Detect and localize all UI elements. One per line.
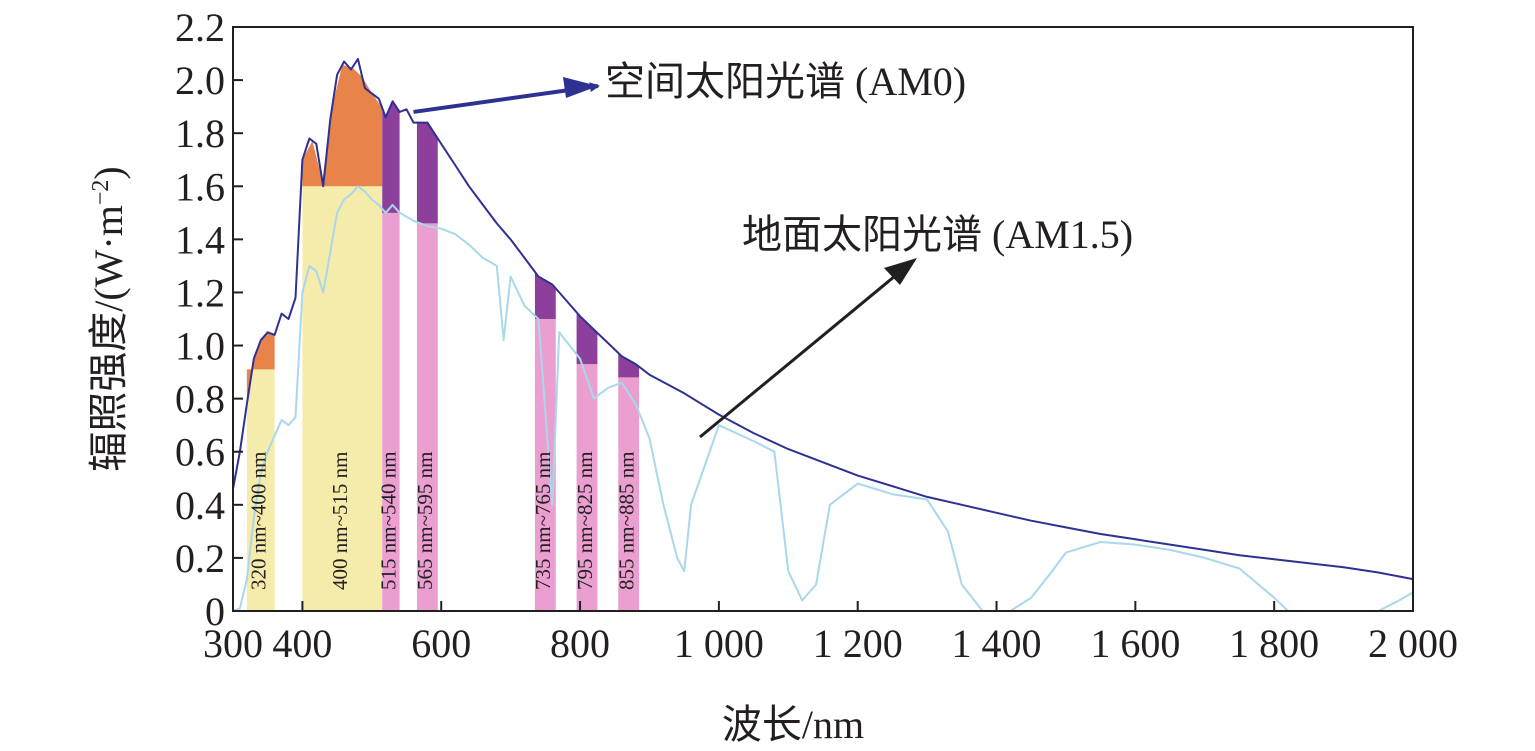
y-tick-label: 1.0: [175, 324, 225, 369]
am15-annotation: 地面太阳光谱 (AM1.5): [742, 212, 1133, 257]
ticks-layer: 300 400 600 800 1 000 1 200 1 400 1 600 1 800 2 0…: [175, 5, 1458, 666]
band-label-320-400: 320 nm~400 nm: [247, 451, 271, 590]
band-top-515-540: [382, 101, 400, 213]
y-tick-label: 2.2: [175, 5, 225, 50]
am0-annotation: 空间太阳光谱 (AM0): [605, 59, 966, 104]
x-tick-label: 300: [203, 621, 263, 666]
x-tick-label: 800: [550, 621, 610, 666]
band-label-795-825: 795 nm~825 nm: [573, 451, 597, 590]
x-tick-label: 1 200: [813, 621, 903, 666]
x-tick-label: 1 800: [1229, 621, 1319, 666]
am0-arrow-head: [563, 77, 598, 98]
x-tick-label: 2 000: [1368, 621, 1458, 666]
y-tick-label: 0.6: [175, 430, 225, 475]
y-tick-label: 0: [205, 589, 225, 634]
band-top-320-400: [246, 332, 275, 404]
band-label-735-765: 735 nm~765 nm: [531, 451, 555, 590]
bands-layer: [246, 64, 640, 612]
y-tick-label: 0.4: [175, 483, 225, 528]
y-tick-label: 2.0: [175, 58, 225, 103]
series-line-am0: [232, 57, 1414, 581]
band-565-595: [416, 223, 438, 611]
x-tick-label: 1 000: [674, 621, 764, 666]
y-axis-title-main: 辐照强度/(W·m: [86, 205, 131, 472]
band-795-825: [576, 364, 598, 611]
band-735-765: [534, 319, 556, 611]
band-top-735-765: [534, 271, 556, 319]
band-top-855-885: [618, 352, 640, 378]
annotations-layer: 空间太阳光谱 (AM0) 地面太阳光谱 (AM1.5): [413, 59, 1133, 439]
y-tick-label: 1.6: [175, 164, 225, 209]
x-tick-label: 400: [272, 621, 332, 666]
x-tick-label: 600: [411, 621, 471, 666]
band-labels-layer: 320 nm~400 nm 400 nm~515 nm 515 nm~540 nm 5…: [247, 451, 639, 590]
am15-arrow: [699, 274, 896, 439]
band-515-540: [382, 212, 400, 611]
y-axis-title: 辐照强度/(W·m−2): [86, 166, 131, 472]
y-tick-label: 1.2: [175, 270, 225, 315]
y-axis-title-close: ): [86, 166, 131, 179]
y-tick-label: 1.4: [175, 217, 225, 262]
band-label-400-515: 400 nm~515 nm: [328, 451, 352, 590]
band-320-400: [246, 369, 275, 611]
y-tick-label: 0.2: [175, 536, 225, 581]
y-axis-title-superscript: −2: [88, 180, 114, 206]
plot-frame: [232, 26, 1414, 612]
x-tick-label: 1 600: [1090, 621, 1180, 666]
x-tick-label: 1 400: [952, 621, 1042, 666]
am15-arrow-head: [884, 258, 917, 285]
series-line-am15: [232, 185, 1414, 612]
band-label-855-885: 855 nm~885 nm: [614, 451, 638, 590]
y-tick-label: 0.8: [175, 377, 225, 422]
band-top-400-515: [302, 64, 383, 187]
band-855-885: [618, 377, 640, 611]
series-layer: [232, 57, 1414, 612]
band-label-565-595: 565 nm~595 nm: [413, 451, 437, 590]
y-tick-label: 1.8: [175, 111, 225, 156]
band-top-565-595: [416, 122, 438, 224]
band-label-515-540: 515 nm~540 nm: [377, 451, 401, 590]
band-top-795-825: [576, 312, 598, 365]
x-axis-title: 波长/nm: [722, 702, 864, 747]
